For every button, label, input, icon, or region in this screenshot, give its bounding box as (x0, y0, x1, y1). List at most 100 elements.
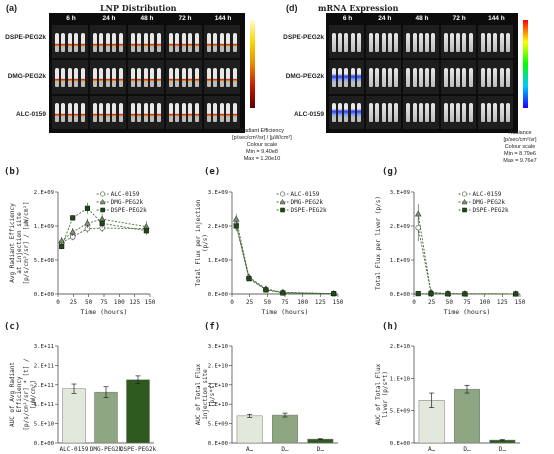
mouse-image (175, 67, 180, 87)
panel-d-row-label-1: DMG-PEG2k (285, 73, 324, 80)
panel-a-image-cell (52, 95, 88, 129)
panel-a-image-cell (90, 95, 126, 129)
panel-d-image-cell (477, 60, 513, 94)
mouse-image (67, 32, 72, 52)
panel-a-label: (a) (6, 3, 17, 13)
mouse-image (137, 67, 142, 87)
panel-a-image-cell (128, 60, 164, 94)
mouse-image (344, 32, 349, 52)
mouse-image (493, 32, 498, 52)
y-tick-label: 5.E+09 (208, 422, 228, 428)
mouse-image (99, 103, 104, 123)
mouse-image (156, 103, 161, 123)
legend-marker (280, 207, 285, 213)
x-tick-label: 25 (246, 299, 254, 306)
y-tick-label: 5.E+09 (390, 409, 410, 415)
data-point (99, 220, 105, 226)
panel-h-ylabel-line: AUC of Total Flux (375, 363, 382, 425)
mouse-image (232, 67, 237, 87)
mouse-image (118, 67, 123, 87)
panel-c-ylabel-line: [µW/cm²] (30, 380, 37, 409)
mouse-image (387, 32, 392, 52)
panel-a-max: Max = 1.20e10 (243, 156, 281, 162)
panel-a-image-cell (52, 25, 88, 59)
mouse-image (425, 67, 430, 87)
panel-d-image-cell (440, 25, 476, 59)
x-tick-label: 0 (230, 299, 234, 306)
panel-a-row-label-1: DMG-PEG2k (7, 73, 46, 80)
y-tick-label: 1.E+09 (390, 258, 410, 264)
panel-c-ylabel-line: AUC of Avg Radiant (9, 362, 16, 427)
panel-a-time-label-1: 24 h (102, 15, 116, 22)
data-point (280, 290, 286, 296)
mouse-image (175, 32, 180, 52)
x-tick-label: 125 (315, 299, 326, 306)
mouse-image (394, 103, 399, 123)
mouse-image (137, 103, 142, 123)
mouse-image (150, 103, 155, 123)
mouse-image (226, 67, 231, 87)
mouse-image (499, 103, 504, 123)
series-line-DMG-PEG2k (235, 219, 334, 295)
x-tick-label: 150 (145, 299, 156, 306)
y-tick-label: 0.E+00 (208, 441, 228, 447)
mouse-image (61, 32, 66, 52)
bar (62, 388, 86, 444)
panel-f-ylabel-line: injection site (202, 369, 209, 420)
panel-a-image-cell (90, 25, 126, 59)
mouse-image (219, 67, 224, 87)
legend-label: DMG-PEG2k (291, 199, 324, 206)
mouse-image (156, 67, 161, 87)
data-point (143, 228, 149, 234)
mouse-image (480, 103, 485, 123)
mouse-image (188, 67, 193, 87)
mouse-image (137, 32, 142, 52)
data-point (414, 210, 422, 217)
mouse-image (356, 32, 361, 52)
bar (236, 415, 263, 444)
mouse-image (232, 103, 237, 123)
panel-g-ylabel-line: Total Flux per liver (p/s) (375, 196, 382, 290)
legend-label: DMG-PEG2k (111, 199, 144, 206)
mouse-image (418, 67, 423, 87)
y-tick-label: 1.E+10 (208, 402, 228, 408)
panel-d-image-cell (440, 95, 476, 129)
x-tick-label: 75 (100, 299, 108, 306)
panel-d-colorbar (523, 20, 528, 108)
mouse-image (505, 103, 510, 123)
mouse-image (80, 32, 85, 52)
mouse-image (55, 32, 59, 52)
mouse-image (105, 32, 110, 52)
data-point (84, 205, 90, 211)
panel-a-time-label-4: 144 h (214, 15, 232, 22)
panel-h-label: (h) (382, 322, 398, 332)
mouse-image (150, 67, 155, 87)
mouse-image (431, 67, 436, 87)
data-point (70, 215, 76, 221)
panel-d-row-label-0: DSPE-PEG2k (283, 34, 324, 41)
y-tick-label: 0.E+00 (390, 441, 410, 447)
bar (94, 391, 118, 444)
panel-d-time-label-1: 24 h (378, 15, 392, 22)
mouse-image (181, 67, 186, 87)
panel-b-xlabel: Time (hours) (81, 308, 128, 316)
x-tick-label: 0 (56, 299, 60, 306)
x-category-label: DSPE-PEG2k (120, 446, 157, 453)
mouse-image (131, 67, 135, 87)
mouse-image (181, 103, 186, 123)
mouse-image (369, 67, 374, 87)
mouse-image (74, 103, 79, 123)
x-category-label: DMG-PEG2k (90, 446, 123, 453)
legend-label: DSPE-PEG2k (291, 207, 328, 214)
data-point (428, 291, 434, 297)
series-line-DMG-PEG2k (417, 214, 516, 295)
panel-d-time-label-4: 144 h (488, 15, 505, 22)
y-tick-label: 0.E+00 (390, 292, 410, 298)
mouse-image (219, 32, 224, 52)
bar (126, 379, 150, 444)
mouse-image (156, 32, 161, 52)
mouse-image (406, 67, 411, 87)
panel-b-label: (b) (4, 167, 20, 177)
mouse-image (493, 103, 498, 123)
mouse-image (181, 32, 186, 52)
